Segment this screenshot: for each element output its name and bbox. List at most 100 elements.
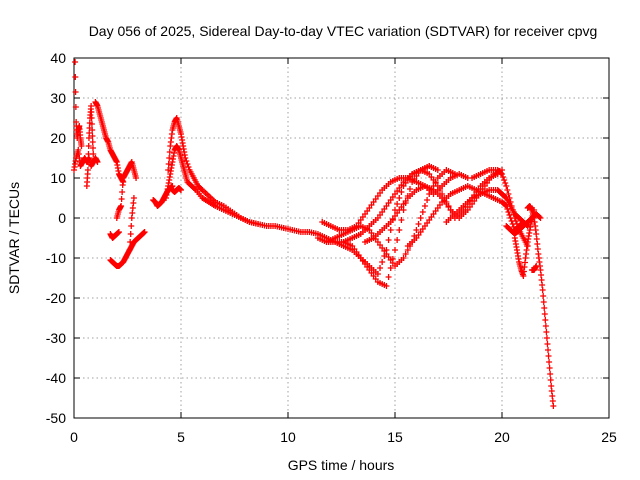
series-sat-track-g <box>113 159 140 221</box>
series-sat-track-k <box>163 143 262 227</box>
y-tick-label: -50 <box>46 410 66 426</box>
x-tick-label: 20 <box>494 429 510 445</box>
y-tick-label: 40 <box>50 50 66 66</box>
data-point <box>500 174 507 180</box>
data-point <box>402 251 409 257</box>
data-point <box>394 201 401 207</box>
data-point <box>396 227 403 233</box>
data-point <box>545 353 552 359</box>
data-point <box>183 158 190 164</box>
axis-ticks <box>73 57 610 419</box>
data-point <box>94 159 101 165</box>
x-tick-label: 15 <box>387 429 403 445</box>
data-point <box>72 59 79 65</box>
data-point <box>387 227 394 233</box>
data-point <box>547 377 554 383</box>
data-point <box>424 197 431 203</box>
data-point <box>499 171 505 177</box>
data-point <box>512 218 519 224</box>
data-point <box>85 143 92 149</box>
data-point <box>88 103 95 109</box>
data-point <box>84 167 91 173</box>
data-point <box>506 195 513 201</box>
data-point <box>541 305 548 311</box>
y-tick-labels: -50 -40 -30 -20 -10 0 10 20 30 40 <box>46 50 66 426</box>
data-point <box>396 195 403 201</box>
data-point <box>508 203 515 209</box>
data-point <box>546 359 553 365</box>
y-tick-label: 20 <box>50 130 66 146</box>
series-sat-track-i <box>150 183 176 209</box>
data-point <box>374 271 381 277</box>
x-tick-label: 5 <box>177 429 185 445</box>
series-sat-track-h <box>126 195 137 253</box>
chart-title: Day 056 of 2025, Sidereal Day-to-day VTE… <box>89 23 598 39</box>
series-sat-track-u <box>469 167 531 249</box>
y-tick-label: -30 <box>46 330 66 346</box>
x-tick-label: 10 <box>280 429 296 445</box>
data-point <box>185 164 192 170</box>
data-point <box>72 89 79 95</box>
data-point <box>504 187 511 193</box>
data-point <box>255 221 262 227</box>
data-point <box>383 283 390 289</box>
series-sat-track-d <box>92 99 127 185</box>
data-point <box>504 206 511 212</box>
series-sat-track-c <box>83 103 97 189</box>
data-point <box>88 121 95 127</box>
data-point <box>119 182 126 188</box>
data-point <box>118 196 125 202</box>
data-point <box>72 74 79 80</box>
y-tick-label: 0 <box>58 210 66 226</box>
data-point <box>511 215 518 221</box>
data-point <box>166 149 173 155</box>
y-tick-label: 30 <box>50 90 66 106</box>
data-point <box>417 215 424 221</box>
data-point <box>398 217 405 223</box>
data-point <box>379 259 386 265</box>
series-sat-track-f <box>107 229 122 241</box>
data-point <box>421 203 428 209</box>
data-point <box>115 229 122 235</box>
data-point <box>398 189 405 195</box>
x-tick-label: 25 <box>601 429 617 445</box>
data-point <box>436 187 443 193</box>
data-point <box>119 189 126 195</box>
data-point <box>385 237 392 243</box>
data-point <box>415 221 422 227</box>
data-point <box>540 299 547 305</box>
data-point <box>133 175 140 181</box>
data-point <box>72 104 79 110</box>
data-point <box>533 263 540 269</box>
x-axis-label: GPS time / hours <box>288 457 395 473</box>
data-point <box>543 329 550 335</box>
data-point <box>507 199 514 205</box>
data-point <box>191 186 198 192</box>
data-point <box>545 347 552 353</box>
data-point <box>503 183 510 189</box>
data-point <box>394 237 401 243</box>
data-point <box>377 265 384 271</box>
data-point <box>542 317 549 323</box>
data-point <box>506 212 513 218</box>
data-point <box>505 209 512 215</box>
data-point <box>550 403 557 409</box>
data-point <box>419 209 426 215</box>
data-point <box>85 159 92 165</box>
data-point <box>89 145 96 151</box>
data-point <box>88 109 95 115</box>
data-point <box>400 255 407 261</box>
data-point <box>89 127 96 133</box>
data-point <box>406 186 413 192</box>
data-point <box>385 274 392 280</box>
data-point <box>505 191 512 197</box>
data-point <box>539 287 546 293</box>
data-point <box>434 183 441 189</box>
data-point <box>546 365 553 371</box>
data-point <box>126 247 133 253</box>
data-point <box>165 161 172 167</box>
data-point <box>513 221 520 227</box>
data-point <box>542 323 549 329</box>
series-sat-track-b <box>72 59 85 149</box>
